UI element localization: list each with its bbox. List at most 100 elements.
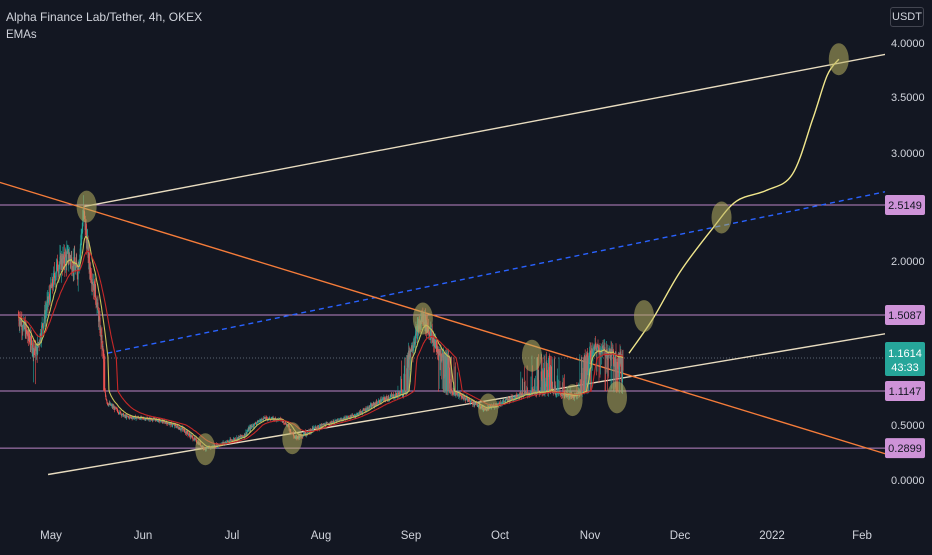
candle-body[interactable] bbox=[475, 402, 477, 403]
candle-body[interactable] bbox=[237, 437, 239, 440]
candle-body[interactable] bbox=[375, 401, 377, 406]
candle-body[interactable] bbox=[282, 420, 284, 422]
candle-body[interactable] bbox=[243, 436, 244, 438]
candle-body[interactable] bbox=[441, 355, 443, 363]
candle-body[interactable] bbox=[187, 433, 189, 435]
candle-body[interactable] bbox=[447, 356, 449, 392]
candle-body[interactable] bbox=[225, 442, 227, 444]
candle-body[interactable] bbox=[382, 398, 384, 400]
candle-body[interactable] bbox=[379, 402, 381, 404]
candle-body[interactable] bbox=[248, 428, 250, 431]
candle-body[interactable] bbox=[616, 377, 617, 379]
candle-body[interactable] bbox=[330, 421, 332, 423]
candle-body[interactable] bbox=[301, 436, 303, 437]
candle-body[interactable] bbox=[172, 424, 174, 425]
candle-body[interactable] bbox=[102, 350, 104, 357]
candle-body[interactable] bbox=[62, 255, 64, 260]
candle-body[interactable] bbox=[378, 401, 380, 403]
candle-body[interactable] bbox=[74, 265, 76, 271]
candle-body[interactable] bbox=[62, 255, 64, 268]
candle-body[interactable] bbox=[621, 358, 622, 373]
candle-body[interactable] bbox=[593, 346, 595, 349]
candle-body[interactable] bbox=[443, 355, 445, 361]
candle-body[interactable] bbox=[366, 408, 368, 411]
candle-body[interactable] bbox=[463, 396, 465, 400]
candle-body[interactable] bbox=[593, 348, 594, 350]
candle-body[interactable] bbox=[610, 349, 612, 361]
candle-body[interactable] bbox=[475, 402, 477, 405]
candle-body[interactable] bbox=[592, 349, 594, 355]
candle-body[interactable] bbox=[192, 439, 194, 441]
candle-body[interactable] bbox=[231, 439, 233, 441]
candle-body[interactable] bbox=[157, 419, 159, 422]
candle-body[interactable] bbox=[35, 346, 37, 357]
candle-body[interactable] bbox=[190, 434, 192, 438]
candle-body[interactable] bbox=[440, 352, 442, 357]
candle-body[interactable] bbox=[314, 427, 316, 429]
candle-body[interactable] bbox=[159, 419, 161, 422]
candle-body[interactable] bbox=[411, 345, 412, 352]
candle-body[interactable] bbox=[558, 392, 559, 394]
candle-body[interactable] bbox=[115, 407, 117, 409]
candle-body[interactable] bbox=[218, 444, 220, 446]
candle-body[interactable] bbox=[43, 318, 45, 323]
candle-body[interactable] bbox=[302, 436, 304, 437]
candle-body[interactable] bbox=[612, 349, 614, 351]
candle-body[interactable] bbox=[364, 410, 366, 412]
candle-body[interactable] bbox=[319, 424, 321, 427]
candle-body[interactable] bbox=[353, 415, 355, 417]
candle-body[interactable] bbox=[147, 419, 149, 421]
candle-body[interactable] bbox=[81, 232, 83, 234]
candle-body[interactable] bbox=[610, 352, 611, 361]
candle-body[interactable] bbox=[133, 417, 135, 419]
candle-body[interactable] bbox=[616, 361, 618, 378]
candle-body[interactable] bbox=[392, 395, 394, 397]
candle-body[interactable] bbox=[276, 419, 277, 421]
candle-body[interactable] bbox=[183, 429, 185, 430]
candle-body[interactable] bbox=[107, 403, 109, 405]
candle-body[interactable] bbox=[329, 421, 331, 424]
candle-body[interactable] bbox=[337, 419, 339, 421]
candle-body[interactable] bbox=[179, 429, 181, 430]
candle-body[interactable] bbox=[457, 391, 459, 396]
candle-body[interactable] bbox=[513, 398, 515, 400]
candle-body[interactable] bbox=[68, 254, 70, 259]
candle-body[interactable] bbox=[259, 419, 261, 422]
candle-body[interactable] bbox=[326, 422, 328, 424]
candle-body[interactable] bbox=[37, 342, 39, 354]
candle-body[interactable] bbox=[510, 396, 512, 400]
candle-body[interactable] bbox=[352, 414, 353, 416]
candle-body[interactable] bbox=[372, 406, 374, 407]
candle-body[interactable] bbox=[380, 399, 381, 404]
candle-body[interactable] bbox=[264, 417, 266, 419]
candle-body[interactable] bbox=[241, 434, 243, 438]
candle-body[interactable] bbox=[245, 432, 247, 435]
candle-body[interactable] bbox=[241, 434, 243, 437]
candle-body[interactable] bbox=[38, 342, 40, 345]
candle-body[interactable] bbox=[261, 418, 263, 420]
candle-body[interactable] bbox=[444, 376, 446, 379]
candle-body[interactable] bbox=[503, 401, 505, 403]
candle-body[interactable] bbox=[180, 428, 182, 430]
midline-trendline[interactable] bbox=[107, 185, 917, 354]
highlight-ellipse[interactable] bbox=[412, 302, 433, 335]
candle-body[interactable] bbox=[242, 436, 243, 437]
candle-body[interactable] bbox=[588, 357, 590, 363]
candle-body[interactable] bbox=[451, 391, 453, 393]
candle-body[interactable] bbox=[127, 416, 129, 417]
candle-body[interactable] bbox=[561, 393, 563, 396]
candle-body[interactable] bbox=[370, 404, 372, 408]
candle-body[interactable] bbox=[240, 436, 242, 438]
candle-body[interactable] bbox=[549, 377, 551, 380]
candle-body[interactable] bbox=[52, 278, 53, 286]
candle-body[interactable] bbox=[195, 438, 197, 440]
candle-body[interactable] bbox=[386, 396, 388, 398]
candle-body[interactable] bbox=[113, 407, 115, 408]
candle-body[interactable] bbox=[551, 376, 553, 390]
candle-body[interactable] bbox=[464, 396, 466, 399]
candle-body[interactable] bbox=[116, 408, 118, 410]
candle-body[interactable] bbox=[470, 400, 472, 402]
candle-body[interactable] bbox=[161, 420, 163, 423]
candle-body[interactable] bbox=[221, 442, 223, 444]
